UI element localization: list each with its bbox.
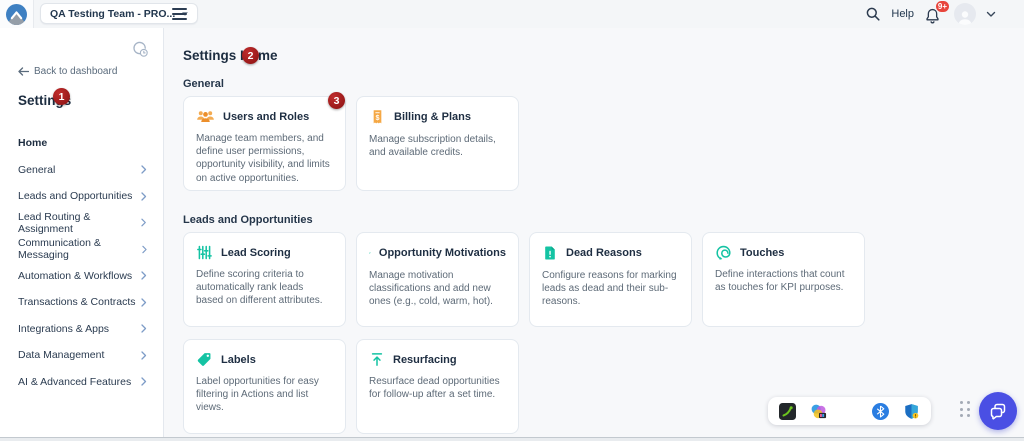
svg-text:$: $ xyxy=(375,113,379,122)
back-link-label: Back to dashboard xyxy=(34,66,118,77)
card-dead-reasons[interactable]: Dead Reasons Configure reasons for marki… xyxy=(529,232,692,327)
sidebar-item-leads-and-opportunities[interactable]: Leads and Opportunities xyxy=(18,183,147,210)
sidebar-item-transactions[interactable]: Transactions & Contracts xyxy=(18,289,147,316)
annotation-marker-2: 2 xyxy=(242,47,259,64)
system-tray xyxy=(768,397,931,425)
bell-icon xyxy=(926,8,939,24)
chevron-down-icon[interactable] xyxy=(986,11,996,18)
chrome-icon[interactable] xyxy=(841,403,858,420)
billing-receipt-icon: $ xyxy=(373,110,382,124)
chevron-right-icon xyxy=(141,351,147,360)
bluetooth-icon[interactable] xyxy=(872,402,889,420)
lead-scoring-sliders-icon xyxy=(197,245,212,260)
chat-bubbles-icon xyxy=(990,403,1006,420)
chevron-right-icon xyxy=(141,245,147,254)
notification-count-badge: 9+ xyxy=(934,0,950,13)
photos-icon[interactable] xyxy=(810,403,827,420)
back-arrow-icon xyxy=(18,67,29,76)
chevron-right-icon xyxy=(141,192,147,201)
chevron-right-icon xyxy=(141,298,147,307)
sidebar-item-data-management[interactable]: Data Management xyxy=(18,342,147,369)
security-shield-icon[interactable] xyxy=(903,403,920,420)
chevron-right-icon xyxy=(141,271,147,280)
annotation-marker-1: 1 xyxy=(53,88,70,105)
sidebar-item-home[interactable]: Home xyxy=(18,137,48,150)
card-opportunity-motivations[interactable]: Opportunity Motivations Manage motivatio… xyxy=(356,232,519,327)
motivation-thermometer-icon xyxy=(369,252,371,254)
hamburger-menu-icon[interactable] xyxy=(172,8,187,20)
leads-cards-row: Lead Scoring Define scoring criteria to … xyxy=(183,232,883,434)
sidebar-item-communication[interactable]: Communication & Messaging xyxy=(18,236,147,263)
team-selector-label: QA Testing Team - PRO... xyxy=(50,7,176,20)
section-header-general: General xyxy=(183,78,224,90)
chevron-right-icon xyxy=(141,377,147,386)
chevron-right-icon xyxy=(141,218,147,227)
history-clock-icon[interactable] xyxy=(131,40,149,63)
card-users-and-roles[interactable]: Users and Roles Manage team members, and… xyxy=(183,96,346,191)
sidebar-item-ai-features[interactable]: AI & Advanced Features xyxy=(18,369,147,396)
sidebar-item-automation[interactable]: Automation & Workflows xyxy=(18,263,147,290)
labels-tag-icon xyxy=(197,353,211,366)
greenshot-icon[interactable] xyxy=(779,402,796,420)
section-header-leads-opportunities: Leads and Opportunities xyxy=(183,214,313,226)
chat-launcher-button[interactable] xyxy=(979,392,1017,430)
user-avatar[interactable] xyxy=(954,3,976,25)
card-lead-scoring[interactable]: Lead Scoring Define scoring criteria to … xyxy=(183,232,346,327)
sidebar-title: Settings xyxy=(18,93,72,108)
settings-nav: Home General Leads and Opportunities Lea… xyxy=(18,130,147,395)
users-icon xyxy=(197,111,214,122)
search-icon[interactable] xyxy=(865,6,881,22)
notifications-button[interactable]: 9+ xyxy=(924,0,950,25)
settings-home-content: Settings Home General Users and Roles Ma… xyxy=(164,28,1024,437)
person-icon xyxy=(958,11,972,25)
app-logo[interactable] xyxy=(0,0,34,28)
card-billing-and-plans[interactable]: $ Billing & Plans Manage subscription de… xyxy=(356,96,519,191)
touches-spiral-icon xyxy=(716,245,731,260)
card-labels[interactable]: Labels Label opportunities for easy filt… xyxy=(183,339,346,434)
card-resurfacing[interactable]: Resurfacing Resurface dead opportunities… xyxy=(356,339,519,434)
page-title: Settings Home xyxy=(183,48,278,63)
window-bottom-edge xyxy=(0,437,1024,441)
resurfacing-arrow-icon xyxy=(371,353,383,366)
sidebar-item-lead-routing[interactable]: Lead Routing & Assignment xyxy=(18,210,147,237)
card-touches[interactable]: Touches Define interactions that count a… xyxy=(702,232,865,327)
sidebar-item-general[interactable]: General xyxy=(18,157,147,184)
general-cards-row: Users and Roles Manage team members, and… xyxy=(183,96,883,191)
chevron-right-icon xyxy=(141,324,147,333)
chevron-right-icon xyxy=(141,165,147,174)
sidebar-item-integrations[interactable]: Integrations & Apps xyxy=(18,316,147,343)
back-to-dashboard-link[interactable]: Back to dashboard xyxy=(18,66,147,77)
mountain-logo-icon xyxy=(6,3,27,25)
settings-sidebar: Back to dashboard Settings Home General … xyxy=(0,28,164,437)
drag-handle[interactable] xyxy=(960,401,970,417)
annotation-marker-3: 3 xyxy=(328,92,345,109)
top-bar: QA Testing Team - PRO... Help 9+ xyxy=(0,0,1024,28)
dead-reasons-document-icon xyxy=(545,246,555,260)
team-selector-dropdown[interactable]: QA Testing Team - PRO... xyxy=(40,3,199,24)
help-link[interactable]: Help xyxy=(891,8,914,20)
topbar-actions: Help 9+ xyxy=(865,0,996,28)
